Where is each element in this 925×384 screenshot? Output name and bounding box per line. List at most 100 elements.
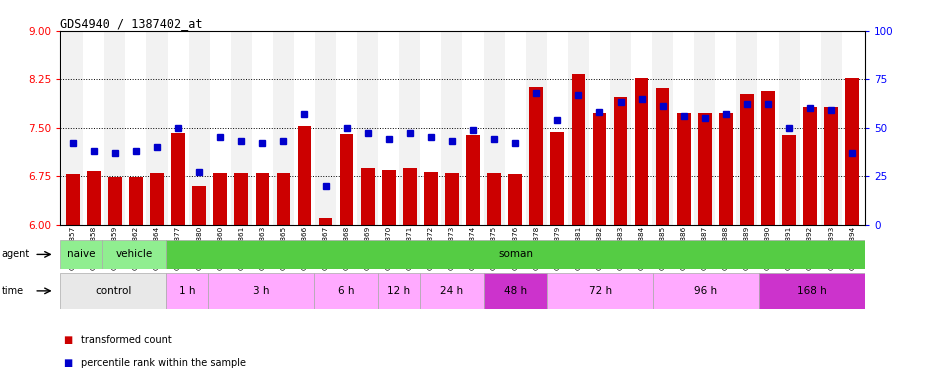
Bar: [484, 31, 505, 225]
Bar: [593, 113, 606, 225]
Bar: [420, 31, 441, 225]
Bar: [234, 173, 248, 225]
Bar: [613, 97, 627, 225]
Bar: [105, 31, 126, 225]
Bar: [719, 113, 733, 225]
Bar: [166, 240, 865, 269]
Bar: [653, 273, 759, 309]
Text: 72 h: 72 h: [588, 286, 611, 296]
Bar: [698, 113, 711, 225]
Bar: [548, 273, 653, 309]
Bar: [294, 31, 315, 225]
Bar: [529, 87, 543, 225]
Text: GDS4940 / 1387402_at: GDS4940 / 1387402_at: [60, 17, 203, 30]
Bar: [252, 31, 273, 225]
Text: vehicle: vehicle: [116, 249, 153, 260]
Bar: [550, 132, 564, 225]
Text: 3 h: 3 h: [253, 286, 269, 296]
Bar: [761, 91, 775, 225]
Bar: [740, 94, 754, 225]
Bar: [214, 173, 227, 225]
Bar: [255, 173, 269, 225]
Bar: [652, 31, 673, 225]
Bar: [273, 31, 294, 225]
Bar: [673, 31, 695, 225]
Bar: [378, 31, 400, 225]
Bar: [277, 173, 290, 225]
Bar: [87, 171, 101, 225]
Bar: [103, 240, 166, 269]
Bar: [315, 31, 336, 225]
Text: 1 h: 1 h: [179, 286, 195, 296]
Bar: [377, 273, 420, 309]
Bar: [62, 31, 83, 225]
Bar: [635, 78, 648, 225]
Bar: [568, 31, 589, 225]
Bar: [210, 31, 230, 225]
Bar: [547, 31, 568, 225]
Bar: [166, 273, 208, 309]
Bar: [60, 273, 166, 309]
Bar: [462, 31, 484, 225]
Bar: [60, 240, 103, 269]
Bar: [230, 31, 252, 225]
Bar: [192, 186, 206, 225]
Bar: [842, 31, 863, 225]
Bar: [695, 31, 715, 225]
Bar: [400, 31, 420, 225]
Bar: [779, 31, 799, 225]
Bar: [171, 133, 185, 225]
Bar: [126, 31, 146, 225]
Bar: [108, 177, 122, 225]
Bar: [656, 88, 670, 225]
Bar: [361, 169, 375, 225]
Bar: [357, 31, 378, 225]
Text: ■: ■: [63, 335, 72, 345]
Text: 96 h: 96 h: [695, 286, 718, 296]
Bar: [208, 273, 314, 309]
Bar: [336, 31, 357, 225]
Bar: [759, 273, 865, 309]
Bar: [803, 107, 817, 225]
Bar: [441, 31, 462, 225]
Bar: [314, 273, 377, 309]
Bar: [167, 31, 189, 225]
Bar: [382, 170, 396, 225]
Bar: [424, 172, 438, 225]
Bar: [66, 174, 80, 225]
Bar: [589, 31, 610, 225]
Bar: [319, 218, 332, 225]
Bar: [146, 31, 167, 225]
Text: control: control: [95, 286, 131, 296]
Text: ■: ■: [63, 358, 72, 368]
Bar: [824, 107, 838, 225]
Bar: [420, 273, 484, 309]
Bar: [509, 174, 522, 225]
Bar: [150, 173, 164, 225]
Text: transformed count: transformed count: [81, 335, 172, 345]
Bar: [487, 173, 501, 225]
Text: 24 h: 24 h: [440, 286, 463, 296]
Bar: [189, 31, 210, 225]
Bar: [631, 31, 652, 225]
Bar: [298, 126, 312, 225]
Bar: [83, 31, 105, 225]
Bar: [484, 273, 548, 309]
Bar: [525, 31, 547, 225]
Bar: [445, 173, 459, 225]
Bar: [505, 31, 525, 225]
Text: agent: agent: [2, 249, 31, 260]
Bar: [820, 31, 842, 225]
Bar: [799, 31, 820, 225]
Text: 12 h: 12 h: [388, 286, 411, 296]
Bar: [845, 78, 859, 225]
Text: 168 h: 168 h: [797, 286, 827, 296]
Bar: [466, 136, 480, 225]
Bar: [758, 31, 779, 225]
Text: percentile rank within the sample: percentile rank within the sample: [81, 358, 246, 368]
Bar: [572, 74, 586, 225]
Bar: [339, 134, 353, 225]
Text: soman: soman: [498, 249, 533, 260]
Text: 48 h: 48 h: [504, 286, 527, 296]
Bar: [715, 31, 736, 225]
